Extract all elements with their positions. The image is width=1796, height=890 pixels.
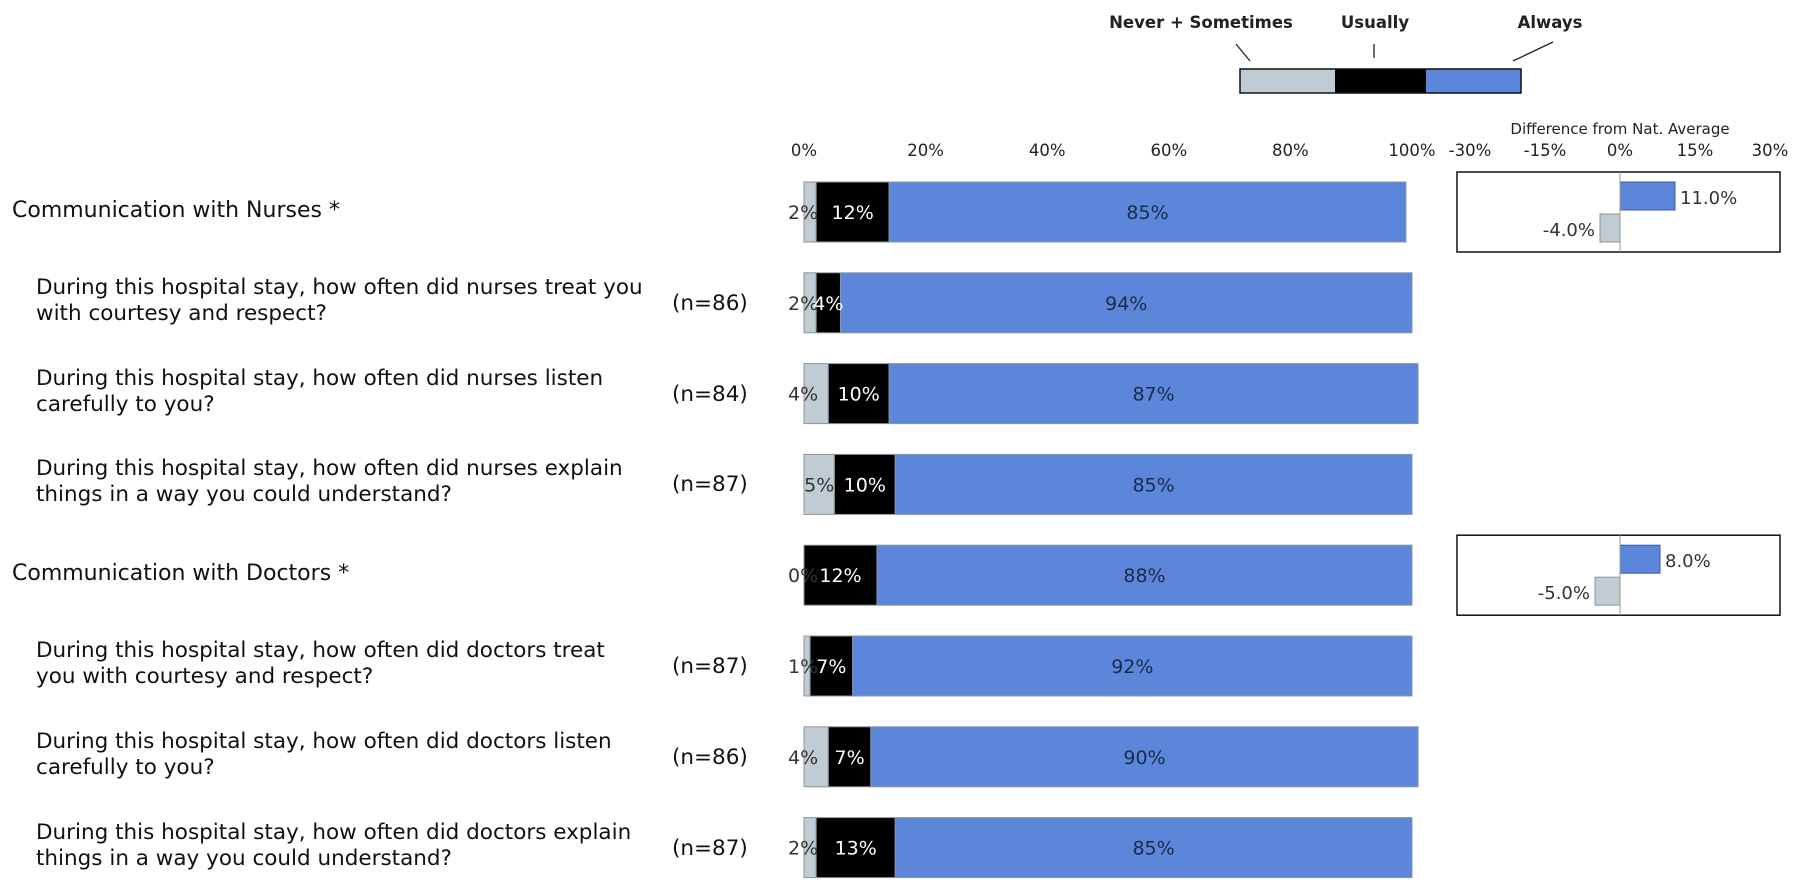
bar-segment bbox=[888, 181, 1407, 243]
data-label: 5% bbox=[804, 474, 834, 496]
data-label: 85% bbox=[1132, 474, 1174, 496]
bar-segment bbox=[827, 726, 872, 788]
bar-segment bbox=[803, 363, 829, 425]
data-label: 85% bbox=[1126, 202, 1168, 224]
bar-segment bbox=[888, 363, 1419, 425]
sample-size: (n=86) bbox=[672, 744, 748, 770]
bar-segment bbox=[876, 544, 1413, 606]
data-label: 92% bbox=[1111, 656, 1153, 678]
x-tick-label: 60% bbox=[1150, 141, 1187, 160]
data-label: 4% bbox=[813, 293, 843, 315]
x-tick-label: 0% bbox=[791, 141, 817, 160]
bar-segment bbox=[827, 363, 890, 425]
question-label: During this hospital stay, how often did… bbox=[36, 638, 605, 689]
bar-segment bbox=[894, 453, 1413, 515]
panel-tick-label: 30% bbox=[1752, 141, 1789, 160]
data-label: 12% bbox=[832, 202, 874, 224]
panel-tick-label: -15% bbox=[1524, 141, 1567, 160]
data-label: 2% bbox=[788, 202, 818, 224]
data-label: 94% bbox=[1105, 293, 1147, 315]
data-label: 4% bbox=[788, 384, 818, 406]
panel-title: Difference from Nat. Average bbox=[1510, 120, 1729, 138]
question-label: During this hospital stay, how often did… bbox=[36, 728, 612, 780]
data-label: 4% bbox=[788, 747, 818, 769]
composite-label: Communication with Nurses * bbox=[12, 198, 340, 223]
legend-label: Never + Sometimes bbox=[1109, 13, 1293, 32]
sample-size: (n=86) bbox=[672, 290, 748, 316]
question-label: During this hospital stay, how often did… bbox=[36, 274, 643, 326]
difference-bar-negative bbox=[1594, 576, 1621, 606]
sample-size: (n=84) bbox=[672, 381, 748, 407]
data-label: 88% bbox=[1123, 565, 1165, 587]
question-label: During this hospital stay, how often did… bbox=[36, 365, 604, 417]
data-label: 13% bbox=[835, 838, 877, 860]
bar-segment bbox=[803, 726, 829, 788]
legend-swatch bbox=[1426, 69, 1521, 93]
x-tick-label: 100% bbox=[1388, 141, 1435, 160]
legend-label: Always bbox=[1518, 13, 1583, 32]
composite-label: Communication with Doctors * bbox=[12, 561, 350, 587]
question-label: During this hospital stay, how often did… bbox=[36, 456, 623, 508]
panel-tick-label: 0% bbox=[1607, 141, 1633, 160]
x-tick-label: 80% bbox=[1272, 141, 1309, 160]
legend-label: Usually bbox=[1341, 13, 1409, 32]
bar-segment bbox=[839, 272, 1413, 334]
difference-label: 11.0% bbox=[1680, 188, 1737, 209]
difference-bar-positive bbox=[1619, 181, 1676, 211]
difference-label: -4.0% bbox=[1543, 220, 1595, 241]
x-tick-label: 20% bbox=[907, 141, 944, 160]
data-label: 85% bbox=[1132, 838, 1174, 860]
bar-segment bbox=[803, 453, 835, 515]
data-label: 12% bbox=[819, 565, 861, 587]
data-label: 10% bbox=[838, 384, 880, 406]
sample-size: (n=87) bbox=[672, 472, 748, 498]
legend-swatch bbox=[1335, 69, 1426, 93]
data-label: 2% bbox=[788, 838, 818, 860]
bar-segment bbox=[870, 726, 1419, 788]
sample-size: (n=87) bbox=[672, 835, 748, 861]
data-label: 7% bbox=[816, 656, 846, 678]
x-tick-label: 40% bbox=[1029, 141, 1066, 160]
legend-connector bbox=[1235, 43, 1251, 62]
data-label: 10% bbox=[844, 474, 886, 496]
data-label: 1% bbox=[788, 656, 818, 678]
difference-bar-positive bbox=[1619, 544, 1661, 574]
sample-size: (n=87) bbox=[672, 654, 748, 679]
data-label: 87% bbox=[1132, 384, 1174, 406]
bar-segment bbox=[815, 272, 841, 334]
bar-segment bbox=[894, 817, 1413, 879]
bar-segment bbox=[852, 635, 1413, 697]
data-label: 0% bbox=[788, 565, 818, 587]
legend-connector bbox=[1512, 41, 1554, 62]
question-label: During this hospital stay, how often did… bbox=[36, 819, 632, 871]
data-label: 90% bbox=[1123, 747, 1165, 769]
legend-frame bbox=[1239, 68, 1522, 94]
bar-segment bbox=[803, 544, 878, 606]
difference-label: 8.0% bbox=[1665, 551, 1711, 572]
difference-label: -5.0% bbox=[1538, 583, 1590, 604]
data-label: 7% bbox=[835, 747, 865, 769]
panel-tick-label: 15% bbox=[1677, 141, 1714, 160]
panel-tick-label: -30% bbox=[1449, 141, 1492, 160]
difference-bar-negative bbox=[1599, 213, 1621, 243]
bar-segment bbox=[809, 635, 854, 697]
data-label: 2% bbox=[788, 293, 818, 315]
bar-segment bbox=[815, 817, 896, 879]
legend-swatch bbox=[1240, 69, 1335, 93]
